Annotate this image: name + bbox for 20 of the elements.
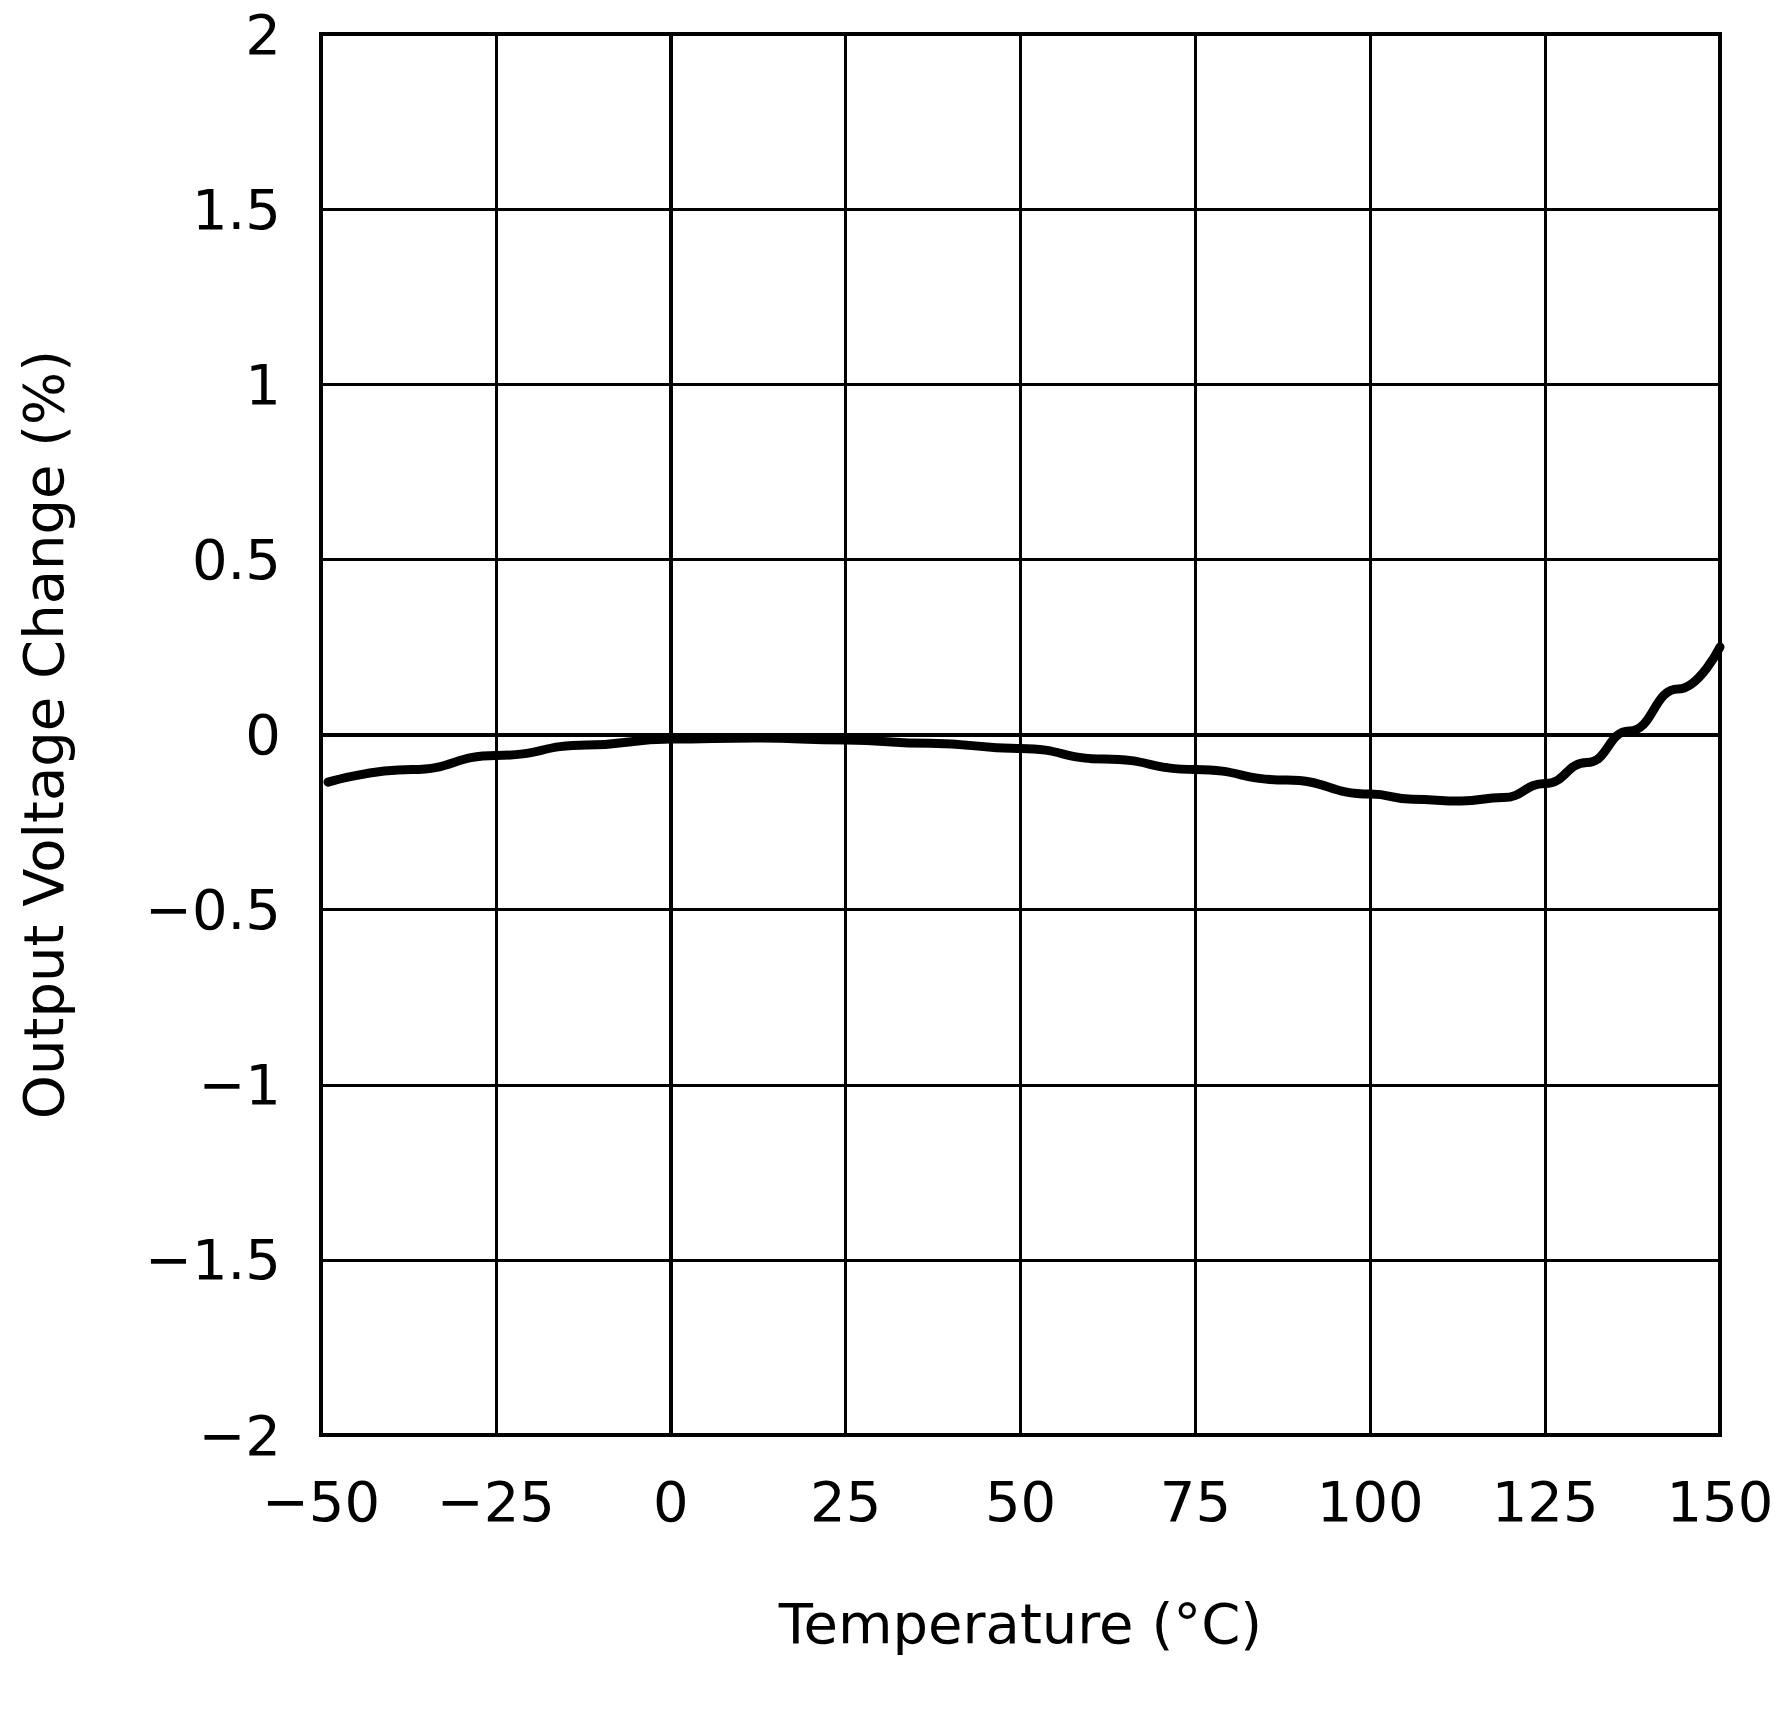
x-tick-label: 100 — [1316, 1468, 1424, 1534]
y-tick-label: 0 — [245, 702, 281, 767]
x-tick-label: 75 — [1159, 1468, 1232, 1534]
x-tick-label: −50 — [261, 1468, 381, 1534]
y-axis-title: Output Voltage Change (%) — [10, 349, 76, 1120]
x-axis-title: Temperature (°C) — [777, 1590, 1263, 1656]
y-tick-label: −1 — [198, 1052, 281, 1118]
y-tick-label: −0.5 — [145, 877, 281, 943]
x-tick-label: 150 — [1666, 1468, 1774, 1534]
x-tick-label: 50 — [984, 1468, 1057, 1534]
y-tick-label: 2 — [245, 1, 281, 67]
x-tick-label: 25 — [809, 1468, 882, 1534]
y-tick-label: 1.5 — [191, 176, 281, 242]
y-tick-label: −1.5 — [145, 1227, 281, 1293]
y-tick-label: −2 — [198, 1402, 281, 1468]
x-tick-label: 125 — [1491, 1468, 1599, 1534]
y-tick-label: 1 — [245, 351, 281, 417]
x-tick-label: 0 — [652, 1468, 689, 1534]
y-tick-label: 0.5 — [191, 526, 281, 592]
x-tick-label: −25 — [436, 1468, 555, 1534]
